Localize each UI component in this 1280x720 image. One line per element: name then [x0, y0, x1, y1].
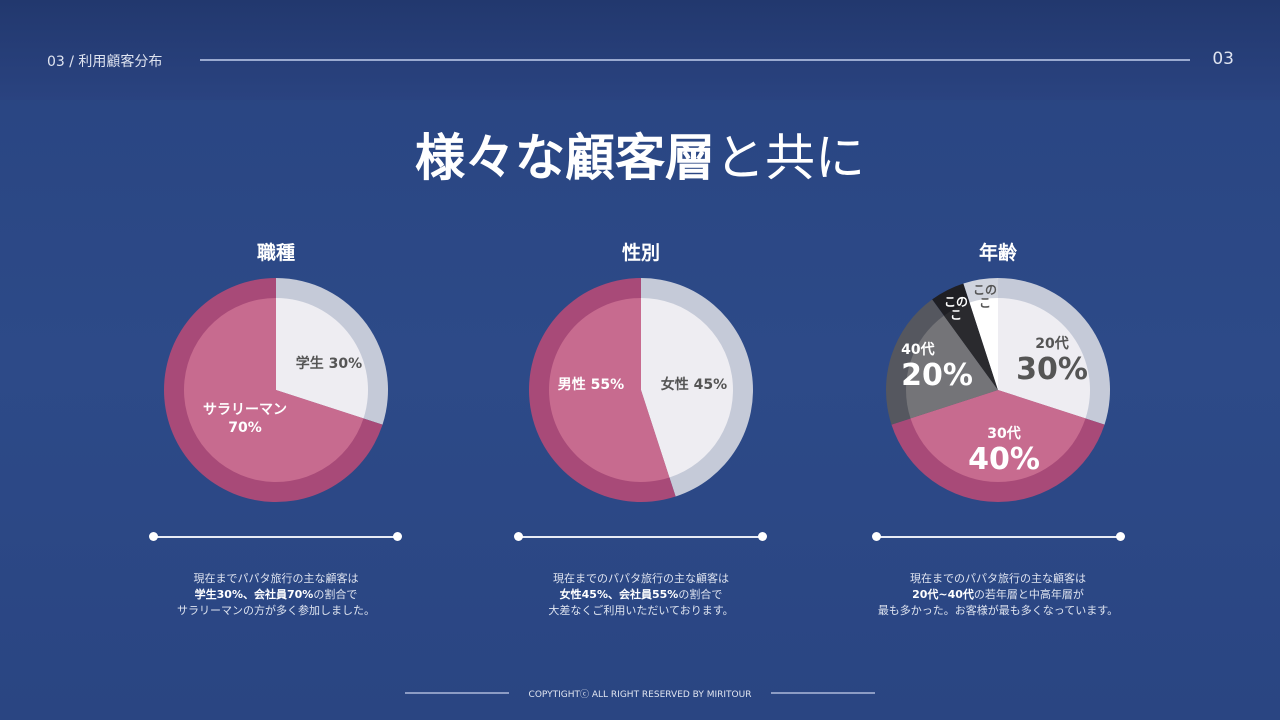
slice-label-student: 学生 30% [295, 356, 363, 372]
description-occupation: 現在までパパタ旅行の主な顧客は 学生30%、会社員70%の割合で サラリーマンの方が… [116, 571, 436, 619]
slice-label-male: 男性 55% [557, 377, 625, 393]
pie-slice-2-0 [998, 298, 1090, 419]
desc-line: 女性45%、会社員55%の割合で [481, 587, 801, 603]
age-percent: 30% [1016, 352, 1088, 387]
slice-label-40s: 40代 20% [901, 341, 973, 393]
page-number: 03 [1212, 49, 1234, 69]
desc-bold: 20代~40代 [912, 588, 974, 601]
desc-line: 20代~40代の若年層と中高年層が [838, 587, 1158, 603]
desc-line: 現在までパパタ旅行の主な顧客は [193, 572, 359, 585]
pie-slice-2-3 [943, 302, 998, 390]
slice-label-30s: 30代 40% [968, 425, 1040, 477]
chart-title-gender: 性別 [621, 242, 660, 264]
desc-line: 最も多かった。お客様が最も多くなっています。 [877, 604, 1119, 617]
slice-label-other-2: このこ [972, 283, 997, 310]
pie-slice-1-1 [549, 298, 670, 483]
divider-1 [149, 532, 402, 541]
footer-line-left [405, 692, 509, 694]
pie-slice-2-1 [910, 390, 1086, 482]
divider-3 [872, 532, 1125, 541]
title-light: と共に [715, 129, 865, 187]
header-background [0, 0, 1280, 100]
chart-title-occupation: 職種 [256, 242, 295, 264]
desc-line: 大差なくご利用いただいております。 [548, 604, 734, 617]
age-label: 30代 [987, 426, 1021, 442]
description-gender: 現在までのパパタ旅行の主な顧客は 女性45%、会社員55%の割合で 大差なくご利用い… [481, 571, 801, 619]
slice-label-female: 女性 45% [660, 377, 728, 393]
breadcrumb: 03 / 利用顧客分布 [47, 54, 163, 70]
slice-label-salaryman: サラリーマン 70% [203, 402, 287, 436]
age-percent: 20% [901, 358, 973, 393]
desc-text: の割合で [313, 588, 358, 601]
desc-line: 現在までのパパタ旅行の主な顧客は [910, 572, 1086, 585]
desc-bold: 女性45%、会社員55% [559, 588, 679, 601]
header-divider [200, 59, 1190, 61]
desc-line: 学生30%、会社員70%の割合で [116, 587, 436, 603]
pie-slice-1-0 [641, 298, 733, 478]
footer-line-right [771, 692, 875, 694]
pie-slice-0-1 [184, 298, 364, 482]
pie-slice-2-4 [969, 298, 998, 390]
chart-title-age: 年齢 [978, 242, 1017, 264]
desc-line: 現在までのパパタ旅行の主な顧客は [553, 572, 729, 585]
desc-bold: 学生30%、会社員70% [194, 588, 314, 601]
pie-slice-0-0 [276, 298, 368, 419]
description-age: 現在までのパパタ旅行の主な顧客は 20代~40代の若年層と中高年層が 最も多かった。… [838, 571, 1158, 619]
divider-2 [514, 532, 767, 541]
pie-slice-2-2 [906, 315, 998, 419]
desc-line: サラリーマンの方が多く参加しました。 [177, 604, 375, 617]
desc-text: の割合で [678, 588, 723, 601]
title-bold: 様々な顧客層 [415, 129, 715, 187]
age-label: 20代 [1035, 336, 1069, 352]
slice-label-other-1: このこ [943, 295, 968, 322]
footer-copyright: COPYTIGHTⓒ ALL RIGHT RESERVED BY MIRITOU… [528, 690, 752, 700]
page-title: 様々な顧客層と共に [0, 118, 1280, 190]
slice-label-20s: 20代 30% [1016, 335, 1088, 387]
age-percent: 40% [968, 442, 1040, 477]
desc-text: の若年層と中高年層が [973, 588, 1084, 601]
age-label: 40代 [901, 342, 935, 358]
